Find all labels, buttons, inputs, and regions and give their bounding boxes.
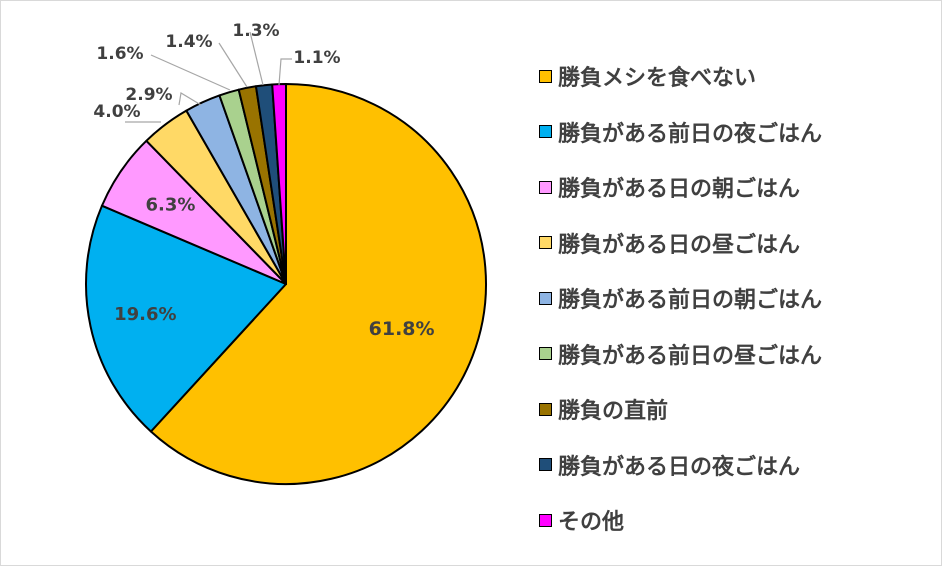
legend-swatch [539, 291, 552, 305]
legend-item: 勝負の直前 [539, 394, 668, 424]
legend-swatch [539, 347, 552, 360]
leader-line [249, 31, 264, 86]
data-label: 1.3% [232, 21, 279, 41]
legend-item: 勝負がある日の昼ごはん [539, 228, 800, 258]
legend-item: 勝負がある日の夜ごはん [539, 450, 800, 480]
data-label: 1.4% [165, 32, 212, 52]
leader-line [150, 54, 231, 91]
legend-item: 勝負がある前日の朝ごはん [539, 283, 822, 313]
legend-label: 勝負メシを食べない [558, 66, 757, 91]
legend-label: 勝負がある前日の夜ごはん [558, 121, 823, 147]
leader-line [278, 58, 292, 86]
data-label: 4.0% [93, 102, 140, 122]
legend-label: 勝負がある日の昼ごはん [558, 232, 801, 258]
data-label: 19.6% [114, 304, 176, 325]
legend-label: 勝負がある前日の昼ごはん [558, 343, 823, 369]
legend-label: その他 [558, 510, 625, 535]
legend-label: 勝負がある日の夜ごはん [558, 454, 801, 480]
leader-line [218, 42, 248, 88]
legend-label: 勝負の直前 [558, 399, 669, 424]
legend-swatch [539, 236, 552, 249]
data-label: 1.6% [96, 44, 143, 64]
legend-item: 勝負メシを食べない [539, 61, 756, 91]
legend-swatch [539, 180, 552, 194]
legend-swatch [539, 402, 552, 416]
legend-swatch [539, 458, 552, 471]
pie-slice [85, 204, 287, 433]
legend-swatch [539, 69, 552, 83]
legend-label: 勝負がある前日の朝ごはん [558, 288, 823, 313]
legend-item: 勝負がある日の朝ごはん [539, 172, 800, 202]
legend-item: その他 [539, 505, 624, 535]
legend-item: 勝負がある前日の夜ごはん [539, 117, 822, 147]
legend-item: 勝負がある前日の昼ごはん [539, 339, 822, 369]
data-label: 2.9% [125, 85, 172, 105]
legend-swatch [539, 513, 552, 527]
data-label: 61.8% [369, 318, 435, 340]
legend-swatch [539, 125, 552, 138]
data-label: 1.1% [293, 48, 340, 68]
data-label: 6.3% [146, 194, 196, 215]
legend-label: 勝負がある日の朝ごはん [558, 177, 801, 202]
pie-slice [149, 83, 487, 485]
leader-line [178, 92, 202, 106]
